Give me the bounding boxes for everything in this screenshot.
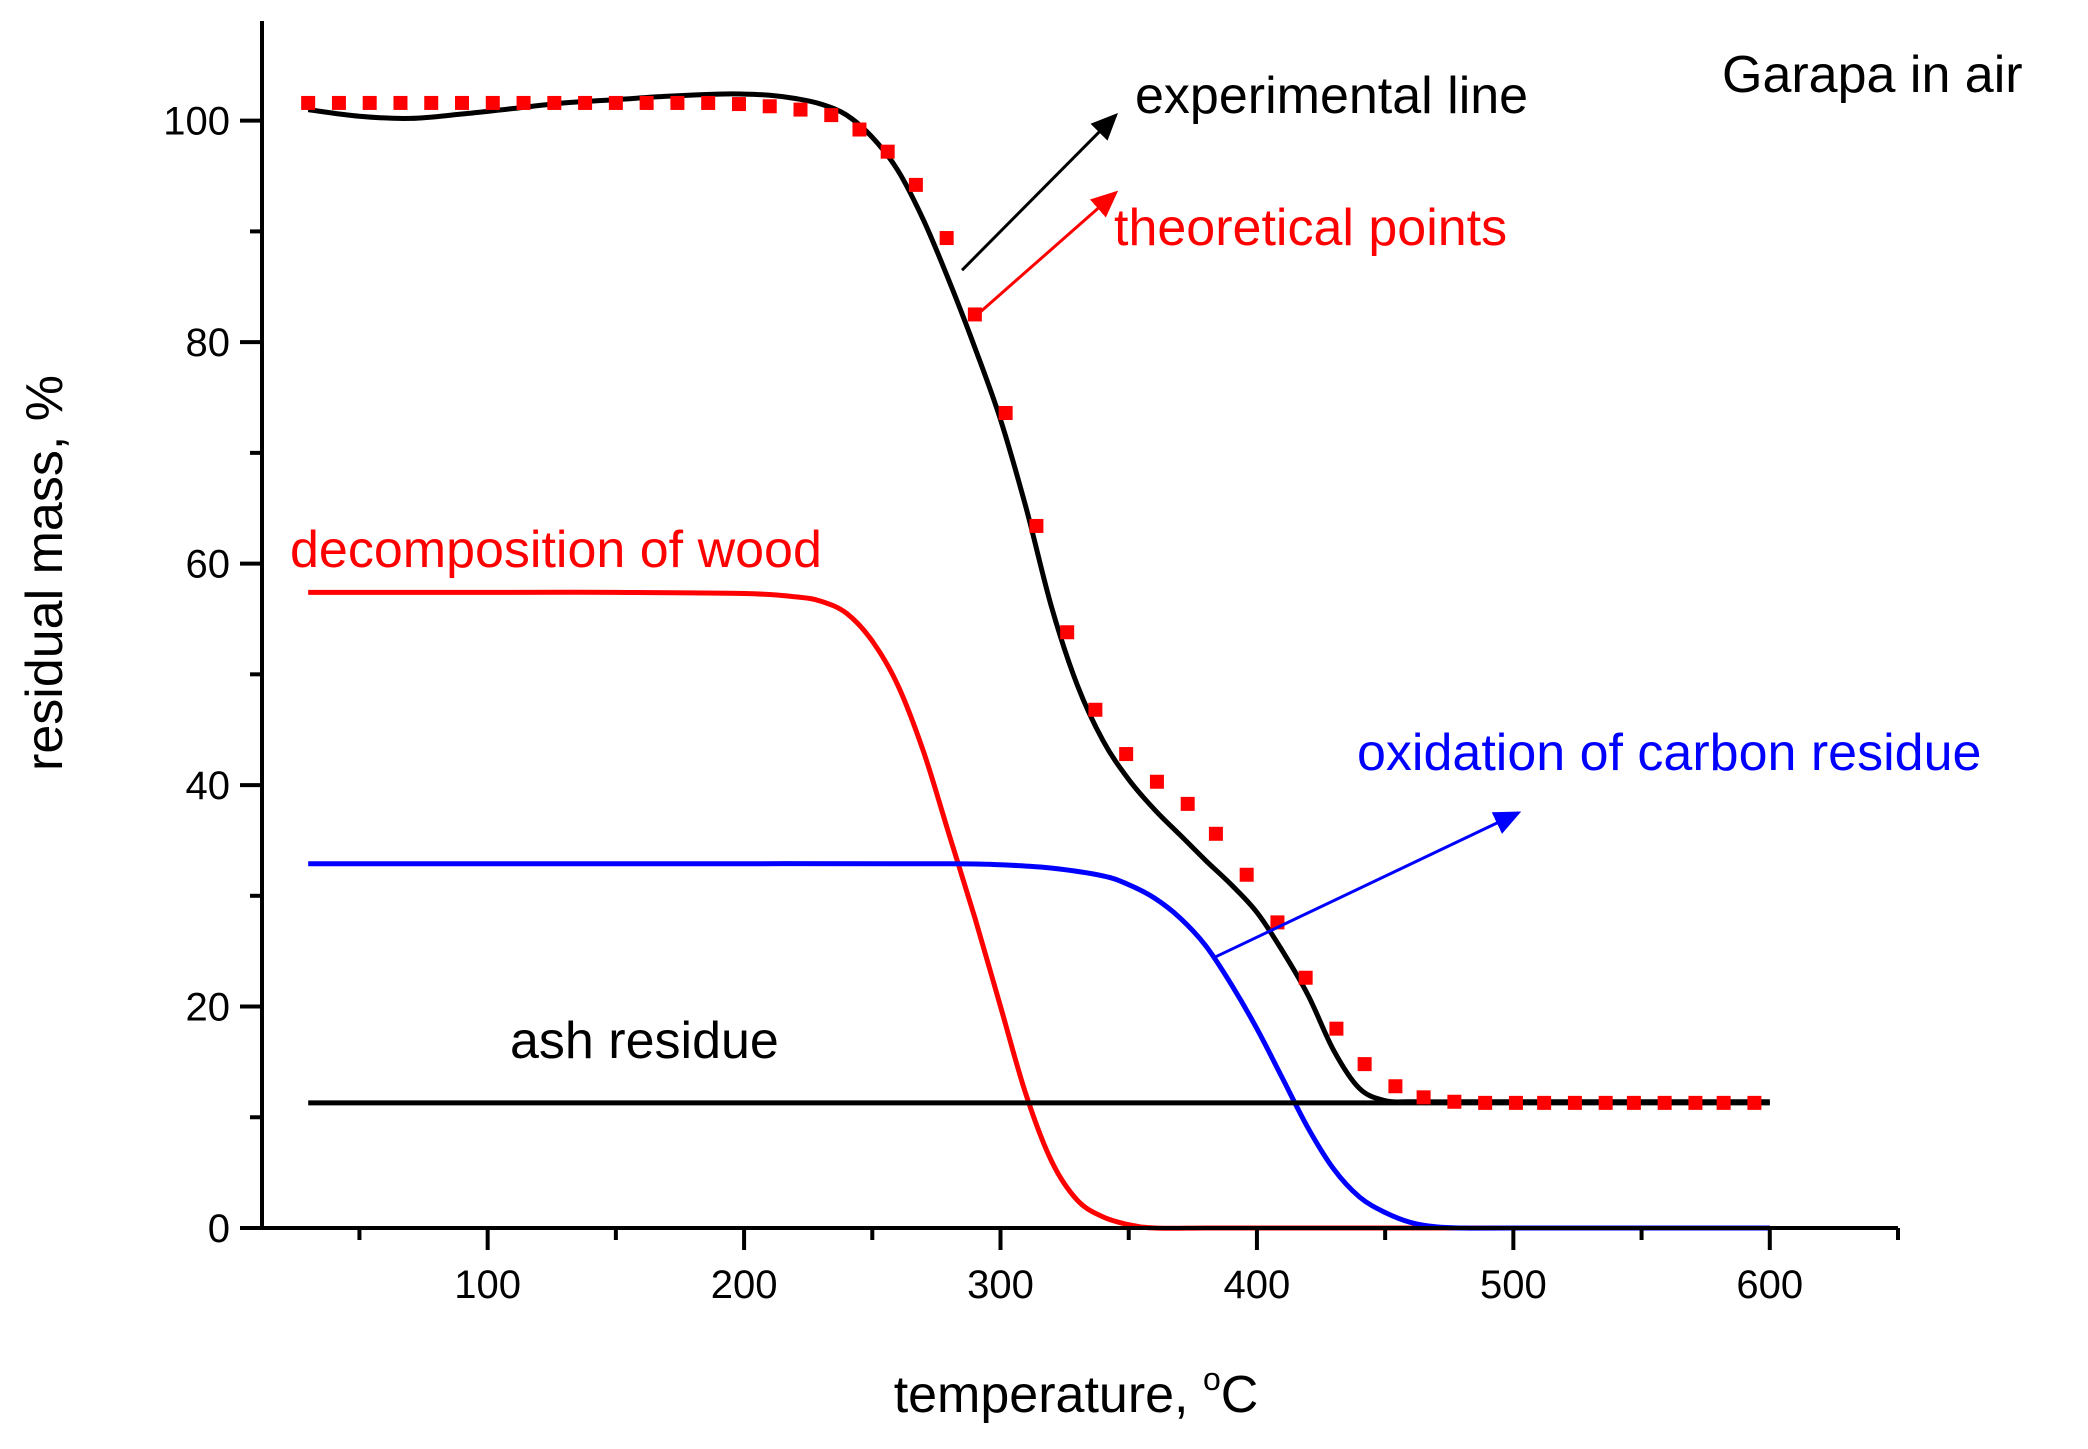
x-tick-label: 600 bbox=[1736, 1263, 1803, 1307]
x-axis-label: temperature, oC bbox=[894, 1361, 1259, 1424]
x-tick-label: 100 bbox=[454, 1263, 521, 1307]
data-point bbox=[424, 95, 439, 110]
data-point bbox=[793, 102, 808, 117]
data-point bbox=[362, 95, 377, 110]
data-point bbox=[1657, 1095, 1672, 1110]
data-point bbox=[908, 177, 923, 192]
data-point bbox=[1508, 1095, 1523, 1110]
y-tick-label: 40 bbox=[186, 764, 231, 808]
x-tick-label: 300 bbox=[967, 1263, 1034, 1307]
data-point bbox=[1119, 747, 1134, 762]
y-tick-label: 0 bbox=[208, 1207, 230, 1251]
plot-series bbox=[301, 91, 1770, 1231]
series-theoretical-points bbox=[301, 95, 1762, 1110]
y-axis-label: residual mass, % bbox=[16, 375, 74, 771]
x-tick-labels: 100 200 300 400 500 600 bbox=[454, 1263, 1803, 1307]
arrow-theoretical-points bbox=[976, 190, 1119, 316]
data-point bbox=[608, 95, 623, 110]
data-point bbox=[1416, 1090, 1431, 1105]
data-point bbox=[1149, 774, 1164, 789]
x-tick-label: 500 bbox=[1480, 1263, 1547, 1307]
x-axis-label-degree: o bbox=[1203, 1361, 1221, 1397]
data-point bbox=[1747, 1095, 1762, 1110]
data-point bbox=[1239, 867, 1254, 882]
x-tick-label: 400 bbox=[1224, 1263, 1291, 1307]
axis-ticks bbox=[240, 118, 1900, 1250]
data-point bbox=[331, 95, 346, 110]
x-tick-label: 200 bbox=[711, 1263, 778, 1307]
data-point bbox=[1716, 1095, 1731, 1110]
y-tick-label: 100 bbox=[163, 100, 230, 144]
data-point bbox=[1537, 1095, 1552, 1110]
data-point bbox=[1298, 970, 1313, 985]
annotation-experimental-line: experimental line bbox=[1135, 67, 1528, 125]
data-point bbox=[485, 95, 500, 110]
data-point bbox=[639, 95, 654, 110]
data-point bbox=[1060, 625, 1075, 640]
data-point bbox=[1029, 518, 1044, 533]
data-point bbox=[762, 99, 777, 114]
data-point bbox=[1598, 1095, 1613, 1110]
data-point bbox=[455, 95, 470, 110]
data-point bbox=[1688, 1095, 1703, 1110]
data-point bbox=[393, 95, 408, 110]
data-point bbox=[880, 144, 895, 159]
y-tick-label: 60 bbox=[186, 543, 231, 587]
data-point bbox=[1478, 1095, 1493, 1110]
annotation-theoretical-points: theoretical points bbox=[1114, 199, 1507, 257]
y-tick-label: 80 bbox=[186, 321, 231, 365]
data-point bbox=[1388, 1079, 1403, 1094]
data-point bbox=[1329, 1021, 1344, 1036]
series-experimental-line-line bbox=[307, 91, 1770, 1105]
annotation-oxidation-of-carbon-residue: oxidation of carbon residue bbox=[1357, 724, 1981, 782]
data-point bbox=[998, 405, 1013, 420]
data-point bbox=[967, 307, 982, 322]
chart-title: Garapa in air bbox=[1722, 46, 2023, 104]
x-axis-label-unit: C bbox=[1221, 1366, 1259, 1424]
data-point bbox=[547, 95, 562, 110]
data-point bbox=[578, 95, 593, 110]
data-point bbox=[1567, 1095, 1582, 1110]
x-axis-label-main: temperature, bbox=[894, 1366, 1203, 1424]
data-point bbox=[670, 95, 685, 110]
data-point bbox=[1447, 1094, 1462, 1109]
y-tick-label: 20 bbox=[186, 986, 231, 1030]
data-point bbox=[301, 95, 316, 110]
data-point bbox=[1088, 702, 1103, 717]
data-point bbox=[1626, 1095, 1641, 1110]
data-point bbox=[1357, 1057, 1372, 1072]
data-point bbox=[701, 95, 716, 110]
data-point bbox=[516, 95, 531, 110]
data-point bbox=[824, 108, 839, 123]
data-point bbox=[731, 97, 746, 112]
data-point bbox=[1208, 826, 1223, 841]
arrow-oxidation-of-carbon-residue bbox=[1215, 811, 1522, 959]
annotation-ash-residue: ash residue bbox=[510, 1012, 779, 1070]
data-point bbox=[939, 231, 954, 246]
data-point bbox=[1180, 796, 1195, 811]
series-decomposition-of-wood-line bbox=[308, 589, 1770, 1231]
arrow-experimental-line bbox=[960, 112, 1119, 272]
data-point bbox=[852, 122, 867, 137]
y-tick-labels: 0 20 40 60 80 100 bbox=[163, 100, 230, 1251]
annotation-decomposition-of-wood: decomposition of wood bbox=[290, 521, 822, 579]
annotation-arrows bbox=[960, 112, 1522, 959]
